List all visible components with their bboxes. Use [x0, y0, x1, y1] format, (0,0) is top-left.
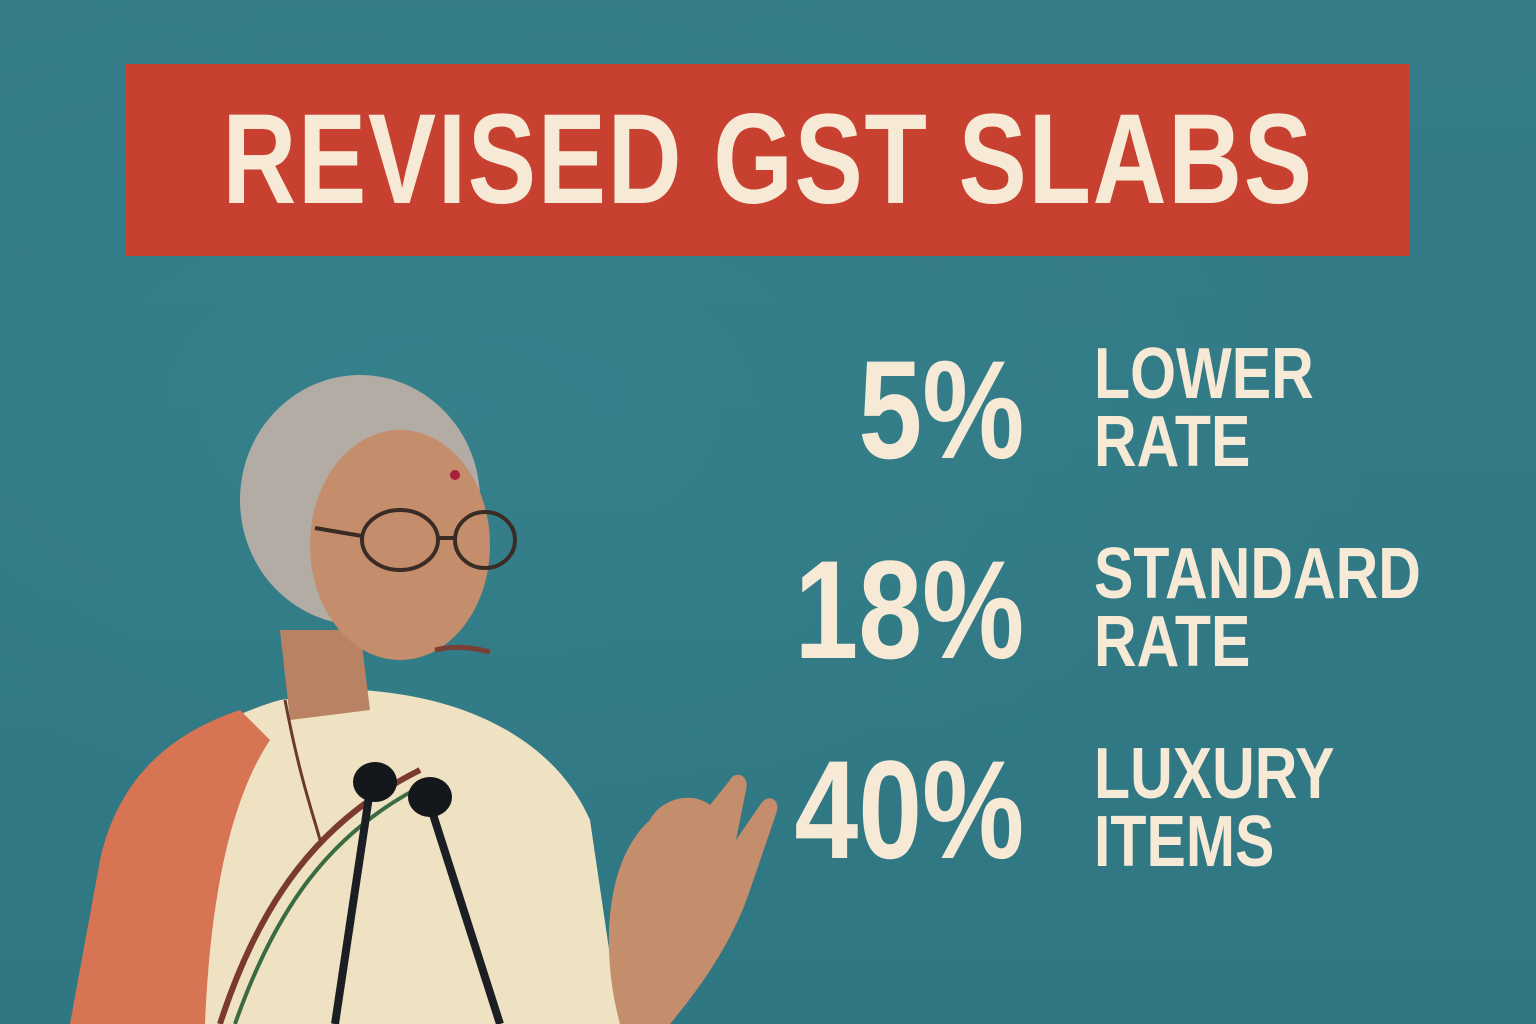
- microphone-right: [408, 777, 452, 817]
- rate-label-line1: LUXURY: [1094, 734, 1335, 814]
- mic-stand-left: [331, 789, 374, 1024]
- rate-label-line2: RATE: [1094, 602, 1251, 682]
- neck-shape: [280, 630, 370, 720]
- mic-stand-right: [426, 803, 504, 1024]
- rate-label: LOWER RATE: [1094, 334, 1314, 482]
- rate-label-line1: STANDARD: [1094, 534, 1421, 614]
- face-shape: [310, 430, 490, 660]
- rate-percent: 18%: [794, 531, 1024, 688]
- speaker-photo: [70, 375, 778, 1024]
- rate-label-line2: ITEMS: [1094, 802, 1275, 882]
- rate-row-18: 18% STANDARD RATE: [760, 530, 1500, 690]
- page-title: REVISED GST SLABS: [222, 88, 1314, 231]
- rate-label: STANDARD RATE: [1094, 534, 1421, 682]
- rate-row-40: 40% LUXURY ITEMS: [760, 730, 1500, 890]
- title-banner: REVISED GST SLABS: [126, 64, 1410, 256]
- rate-label-line2: RATE: [1094, 402, 1251, 482]
- rate-label: LUXURY ITEMS: [1094, 734, 1335, 882]
- rate-row-5: 5% LOWER RATE: [760, 330, 1500, 490]
- microphone-left: [353, 762, 397, 802]
- rate-percent: 5%: [858, 331, 1024, 488]
- blouse-shape: [70, 710, 270, 1024]
- rate-label-line1: LOWER: [1094, 334, 1314, 414]
- rate-percent: 40%: [794, 731, 1024, 888]
- raised-hand-shape: [608, 774, 778, 1024]
